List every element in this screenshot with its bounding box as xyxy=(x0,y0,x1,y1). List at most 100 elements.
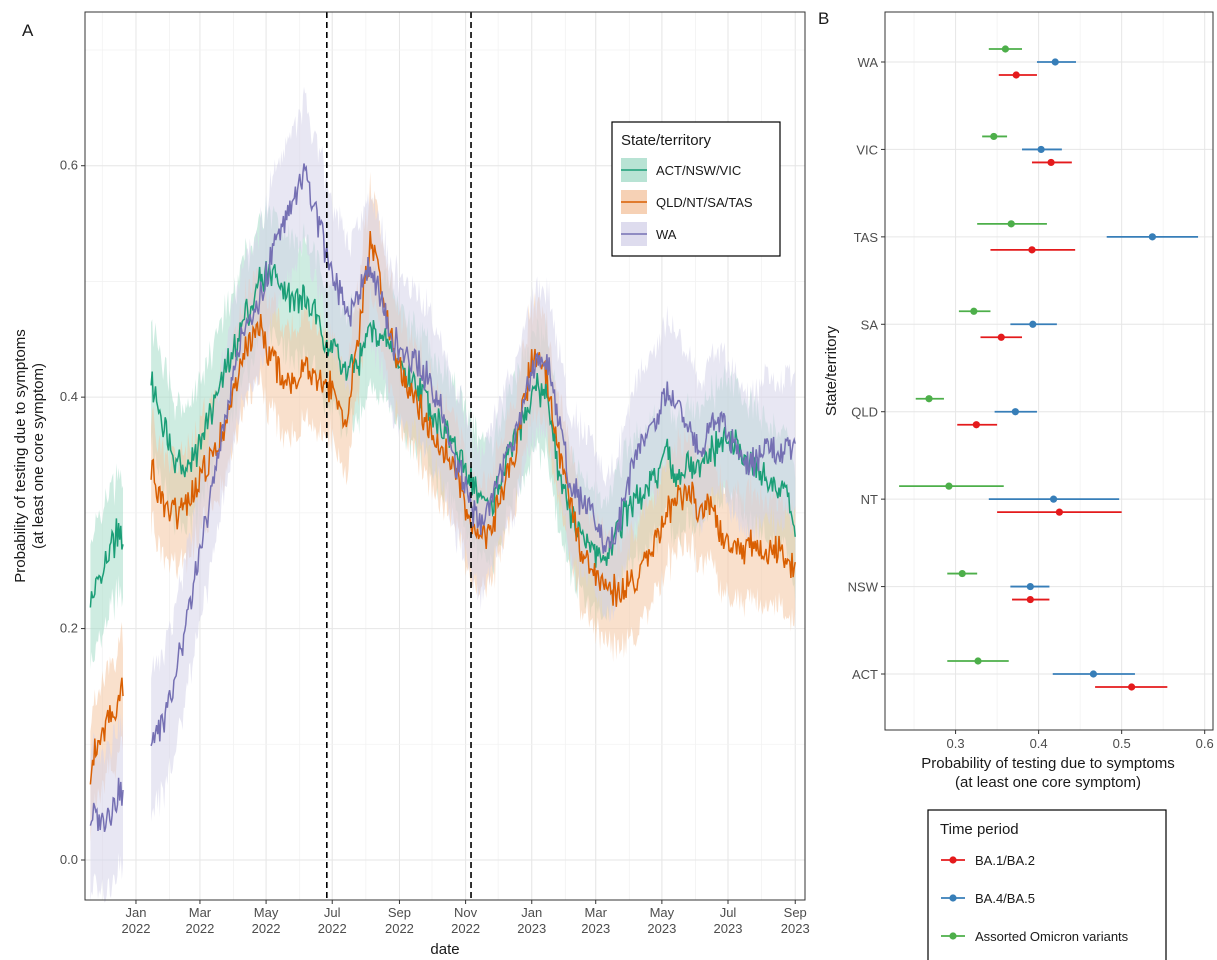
point-estimate xyxy=(1001,45,1010,53)
panel-a-x-tick-year: 2023 xyxy=(647,921,676,936)
panel-b-legend-box xyxy=(927,809,1167,960)
panel-b-frame xyxy=(884,11,1214,731)
series-line-wa xyxy=(89,777,124,832)
legend-label: Assorted Omicron variants xyxy=(975,929,1129,944)
panel-a-x-tick-year: 2023 xyxy=(517,921,546,936)
point-estimate xyxy=(1029,320,1037,328)
panel-b-y-tick-label: TAS xyxy=(854,230,879,245)
panel-a-x-tick-month: Jul xyxy=(720,905,737,920)
point-estimate xyxy=(1026,582,1034,591)
panel-a-x-tick-month: May xyxy=(254,905,279,920)
panel-b-y-tick-label: NSW xyxy=(848,580,879,595)
panel-a-y-tick-label: 0.0 xyxy=(60,852,78,867)
panel-b-y-tick-label: ACT xyxy=(852,667,878,682)
panel-b-x-title-line2: (at least one core symptom) xyxy=(955,774,1141,791)
panel-a-x-tick-year: 2022 xyxy=(451,921,480,936)
series-line-act-nsw-vic xyxy=(150,261,796,568)
panel-b-y-title: State/territory xyxy=(823,325,840,416)
point-estimate xyxy=(1051,58,1059,66)
panel-a-y-ticks: 0.0 0.2 0.4 0.6 xyxy=(60,158,85,867)
panel-a-x-tick-year: 2023 xyxy=(714,921,743,936)
legend-label: WA xyxy=(656,227,677,242)
legend-label: QLD/NT/SA/TAS xyxy=(656,195,753,210)
legend-key-point xyxy=(949,894,957,902)
point-estimate xyxy=(970,307,978,315)
panel-a-lines xyxy=(89,163,796,832)
panel-a-x-tick-year: 2022 xyxy=(385,921,414,936)
panel-a-legend: State/territory ACT/NSW/VIC QLD/NT/SA/TAS… xyxy=(611,121,781,257)
series-line-wa xyxy=(150,163,796,747)
panel-a-x-tick-year: 2022 xyxy=(252,921,281,936)
point-estimate xyxy=(1047,158,1055,167)
panel-b-points xyxy=(899,45,1199,691)
panel-b-label: B xyxy=(818,9,829,28)
panel-a-vlines xyxy=(326,12,472,900)
panel-b-x-tick-label: 0.5 xyxy=(1113,736,1131,751)
panel-a-x-tick-year: 2022 xyxy=(185,921,214,936)
point-estimate xyxy=(972,421,980,429)
point-estimate xyxy=(974,657,982,665)
ribbon-act-nsw-vic xyxy=(90,463,123,670)
ribbon-wa xyxy=(90,709,123,903)
panel-b-y-tick-label: WA xyxy=(858,55,879,70)
panel-a-frame xyxy=(84,11,806,901)
panel-a-x-tick-year: 2023 xyxy=(781,921,810,936)
panel-a-legend-title: State/territory xyxy=(621,132,712,149)
point-estimate xyxy=(1128,683,1136,691)
panel-a-legend-items: ACT/NSW/VIC QLD/NT/SA/TAS WA xyxy=(621,158,753,246)
panel-a-x-tick-month: May xyxy=(650,905,675,920)
point-estimate xyxy=(1011,408,1019,416)
panel-a-x-tick-month: Jan xyxy=(521,905,542,920)
point-estimate xyxy=(1037,145,1045,154)
point-estimate xyxy=(1089,670,1098,678)
panel-b-x-tick-label: 0.6 xyxy=(1196,736,1214,751)
panel-b-x-tick-label: 0.3 xyxy=(947,736,965,751)
panel-a-x-ticks: Jan2022Mar2022May2022Jul2022Sep2022Nov20… xyxy=(122,900,810,936)
panel-b-x-tick-label: 0.4 xyxy=(1030,736,1048,751)
panel-b-y-ticks: WA VIC TAS SA QLD NT NSW ACT xyxy=(848,55,885,682)
panel-a-label: A xyxy=(22,21,34,40)
point-estimate xyxy=(1055,508,1063,516)
panel-a-x-tick-month: Sep xyxy=(784,905,807,920)
panel-a-x-title: date xyxy=(430,941,459,958)
panel-b-x-ticks: 0.3 0.4 0.5 0.6 xyxy=(947,730,1214,751)
series-line-act-nsw-vic xyxy=(89,518,124,608)
panel-a-y-title-line1: Probability of testing due to symptoms xyxy=(12,329,29,582)
legend-key-point xyxy=(949,856,957,864)
panel-a-y-title-line2: (at least one core symptom) xyxy=(30,363,47,549)
legend-label: ACT/NSW/VIC xyxy=(656,163,741,178)
panel-b-x-title-line1: Probability of testing due to symptoms xyxy=(921,755,1174,772)
panel-a-x-tick-year: 2023 xyxy=(581,921,610,936)
panel-a-x-tick-month: Jan xyxy=(125,905,146,920)
ribbon-qld-nt-sa-tas xyxy=(151,171,796,663)
panel-b-y-tick-label: VIC xyxy=(856,142,878,157)
panel-b-legend-items: BA.1/BA.2 BA.4/BA.5 Assorted Omicron varia… xyxy=(941,853,1129,944)
point-estimate xyxy=(1028,246,1036,254)
legend-label: BA.4/BA.5 xyxy=(975,891,1035,906)
panel-a-x-tick-year: 2022 xyxy=(318,921,347,936)
point-estimate xyxy=(1026,595,1034,604)
panel-a: A 0.0 0.2 0.4 0.6 Jan2022Mar2022May2022Jul2… xyxy=(12,11,810,958)
panel-b-plot-area xyxy=(885,12,1213,730)
panel-a-y-tick-label: 0.2 xyxy=(60,621,78,636)
panel-b-y-tick-label: QLD xyxy=(851,405,878,420)
panel-a-x-tick-year: 2022 xyxy=(122,921,151,936)
point-estimate xyxy=(1012,71,1020,79)
point-estimate xyxy=(925,395,933,403)
point-estimate xyxy=(958,569,966,578)
panel-b-legend: Time period BA.1/BA.2 BA.4/BA.5 Assorted O… xyxy=(927,809,1167,960)
panel-a-y-tick-label: 0.4 xyxy=(60,389,78,404)
point-estimate xyxy=(1148,233,1156,241)
point-estimate xyxy=(945,482,953,490)
panel-a-x-tick-month: Sep xyxy=(388,905,411,920)
legend-key-point xyxy=(949,932,957,940)
legend-label: BA.1/BA.2 xyxy=(975,853,1035,868)
panel-a-x-tick-month: Jul xyxy=(324,905,341,920)
panel-b-legend-title: Time period xyxy=(940,821,1019,838)
point-estimate xyxy=(990,132,998,141)
panel-a-y-tick-label: 0.6 xyxy=(60,158,78,173)
panel-b-y-tick-label: NT xyxy=(861,492,878,507)
point-estimate xyxy=(1049,495,1058,503)
point-estimate xyxy=(997,333,1005,341)
panel-a-y-title: Probability of testing due to symptoms (… xyxy=(12,329,47,582)
